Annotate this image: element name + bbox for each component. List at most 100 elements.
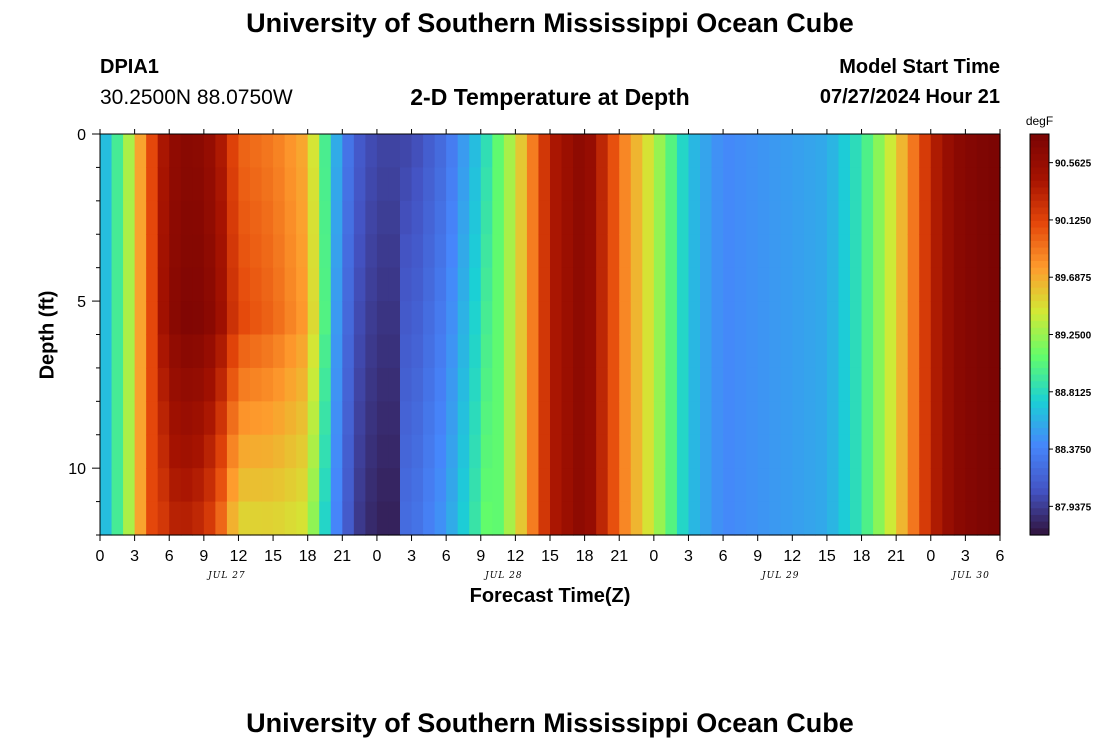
heatmap-cell [907,200,920,235]
heatmap-cell [919,167,932,202]
heatmap-cell [376,200,390,235]
heatmap-cell [353,167,366,202]
colorbar-segment [1030,140,1049,148]
heatmap-cell [561,334,574,369]
heatmap-cell [226,167,240,202]
heatmap-cell [884,200,897,235]
heatmap-cell [446,167,459,202]
heatmap-cell [515,167,528,202]
heatmap-cell [965,200,978,235]
colorbar-segment [1030,361,1049,369]
model-start-label: Model Start Time [839,56,1000,78]
heatmap-cell [123,468,136,503]
heatmap-cell [573,468,586,503]
heatmap-cell [446,301,459,336]
heatmap-cell [307,468,320,503]
heatmap-cell [411,267,424,302]
heatmap-cell [469,501,482,536]
heatmap-cell [792,501,805,536]
heatmap-cell [273,468,286,503]
heatmap-cell [284,200,297,235]
heatmap-cell [630,334,643,369]
colorbar-segment [1030,481,1049,489]
heatmap-cell [515,134,528,169]
heatmap-cell [492,334,505,369]
heatmap-cell [538,334,551,369]
heatmap-cell [607,334,620,369]
heatmap-cell [826,434,840,469]
heatmap-cell [169,301,182,336]
heatmap-cell [723,200,736,235]
heatmap-cell [284,401,297,436]
heatmap-cell [526,434,540,469]
heatmap-cell [146,468,159,503]
heatmap-cell [446,434,459,469]
colorbar-segment [1030,207,1049,215]
heatmap-cell [307,434,320,469]
heatmap-cell [169,267,182,302]
heatmap-cell [942,200,955,235]
heatmap-cell [296,167,309,202]
heatmap-cell [873,334,886,369]
heatmap-cell [342,334,355,369]
heatmap-cell [976,367,990,402]
heatmap-cell [469,167,482,202]
heatmap-cell [884,334,897,369]
heatmap-cell [723,134,736,169]
heatmap-cell [723,468,736,503]
heatmap-cell [538,234,551,269]
heatmap-cell [215,367,228,402]
heatmap-cell [111,200,124,235]
heatmap-cell [538,434,551,469]
heatmap-cell [803,367,816,402]
colorbar-segment [1030,180,1049,189]
heatmap-cell [826,200,840,235]
heatmap-cell [676,401,690,436]
heatmap-cell [330,200,343,235]
heatmap-cell [850,267,863,302]
heatmap-cell [919,434,932,469]
heatmap-cell [584,200,597,235]
heatmap-cell [146,334,159,369]
colorbar-segment [1030,301,1049,309]
heatmap-cell [757,434,770,469]
heatmap-cell [942,234,955,269]
heatmap-cell [353,434,366,469]
heatmap-cell [976,301,990,336]
heatmap-cell [100,200,113,235]
heatmap-cell [446,401,459,436]
x-day-label: JUL 29 [760,571,799,581]
heatmap-cell [469,200,482,235]
heatmap-cell [376,501,390,536]
heatmap-cell [157,334,170,369]
heatmap-cell [538,167,551,202]
heatmap-cell [100,334,113,369]
heatmap-cell [942,468,955,503]
heatmap-cell [296,367,309,402]
heatmap-cell [976,200,990,235]
heatmap-cell [953,301,966,336]
heatmap-cell [688,434,701,469]
heatmap-cell [123,334,136,369]
heatmap-cell [273,167,286,202]
colorbar-segment [1030,267,1049,275]
heatmap-cell [907,267,920,302]
heatmap-cell [388,401,401,436]
heatmap-cell [250,501,263,536]
heatmap-cell [769,501,782,536]
colorbar-segment [1030,240,1049,249]
heatmap-cell [746,134,759,169]
heatmap-cell [850,200,863,235]
heatmap-cell [342,134,355,169]
heatmap-cell [734,334,747,369]
heatmap-cell [330,234,343,269]
heatmap-cell [930,367,943,402]
heatmap-cell [780,401,793,436]
colorbar-segment [1030,307,1049,316]
heatmap-cell [400,200,413,235]
heatmap-cell [169,334,182,369]
heatmap-cell [215,401,228,436]
heatmap-cell [538,401,551,436]
heatmap-cell [261,234,274,269]
heatmap-cell [596,367,609,402]
